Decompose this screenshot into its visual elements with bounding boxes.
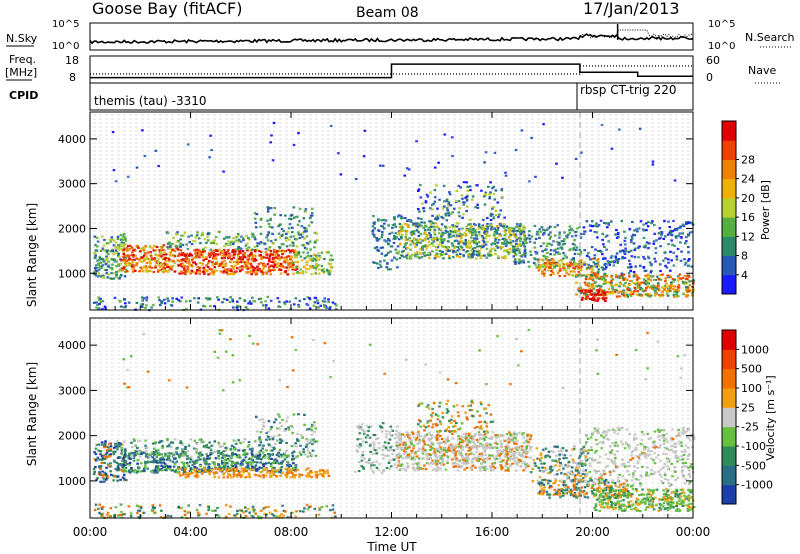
power-cb-tick-label: 12 [741, 230, 755, 243]
power-panel: 1000 2000 3000 4000 Slant Range [km] 4 8 12 16… [25, 111, 772, 312]
noise-search-series [580, 29, 694, 39]
cpid-segment-2: rbsp CT-trig 220 [580, 83, 676, 97]
power-cb-tick-label: 8 [741, 250, 748, 263]
power-cb-swatch [722, 274, 736, 295]
noise-tick-right-low: 10^0 [708, 41, 735, 52]
power-cb-tick-label: 20 [741, 192, 755, 205]
date-title: 17/Jan/2013 [583, 0, 680, 18]
power-cb-tick-label: 28 [741, 153, 755, 166]
power-colorbar-label: Power [dB] [759, 180, 772, 240]
power-cb-tick-label: 16 [741, 211, 755, 224]
nave-tick-low: 0 [706, 71, 713, 84]
noise-tick-left-high: 10^5 [52, 19, 79, 30]
power-y-tick-label: 1000 [58, 267, 86, 280]
power-ylabel: Slant Range [km] [25, 203, 39, 307]
power-colorbar: 4 8 12 16 20 24 28 [721, 120, 755, 295]
nave-label: Nave [748, 64, 776, 77]
power-cb-swatch [722, 178, 736, 199]
freq-tick-high: 18 [65, 54, 79, 67]
cpid-panel: CPID themis (tau) -3310 rbsp CT-trig 220 [9, 82, 694, 111]
station-title: Goose Bay (fitACF) [92, 0, 242, 18]
power-echo [692, 279, 696, 282]
noise-sky-series [89, 33, 694, 45]
cpid-label: CPID [9, 89, 38, 102]
power-y-tick-label: 4000 [58, 133, 86, 146]
noise-sky-label: N.Sky [6, 32, 38, 45]
noise-search-label: N.Search [745, 31, 795, 44]
power-cb-frame [721, 120, 737, 295]
frequency-series [90, 63, 693, 79]
power-y-tick-label: 3000 [58, 178, 86, 191]
freq-label: Freq. [9, 53, 36, 66]
power-cb-swatch [722, 121, 736, 141]
power-y-axis: 1000 2000 3000 4000 [58, 133, 693, 280]
nave-tick-high: 60 [706, 54, 720, 67]
power-cb-swatch [722, 255, 736, 276]
frequency-panel: Freq. [MHz] 18 8 60 0 Nave [5, 53, 780, 84]
power-cb-swatch [722, 159, 736, 180]
power-y-tick-label: 2000 [58, 222, 86, 235]
power-cb-swatch [722, 217, 736, 237]
beam-title: Beam 08 [356, 5, 419, 21]
noise-tick-left-low: 10^0 [52, 41, 79, 52]
power-cb-tick-label: 4 [741, 269, 748, 282]
freq-unit-label: [MHz] [5, 66, 37, 79]
noise-panel: N.Sky 10^5 10^0 10^5 10^0 N.Search [6, 19, 795, 52]
noise-tick-right-high: 10^5 [708, 19, 735, 30]
freq-tick-low: 8 [69, 71, 76, 84]
power-cb-tick-label: 24 [741, 173, 755, 186]
cpid-segment-1: themis (tau) -3310 [94, 94, 207, 108]
power-cb-swatch [722, 236, 736, 257]
power-cb-swatch [722, 140, 736, 160]
power-cb-swatch [722, 197, 736, 218]
